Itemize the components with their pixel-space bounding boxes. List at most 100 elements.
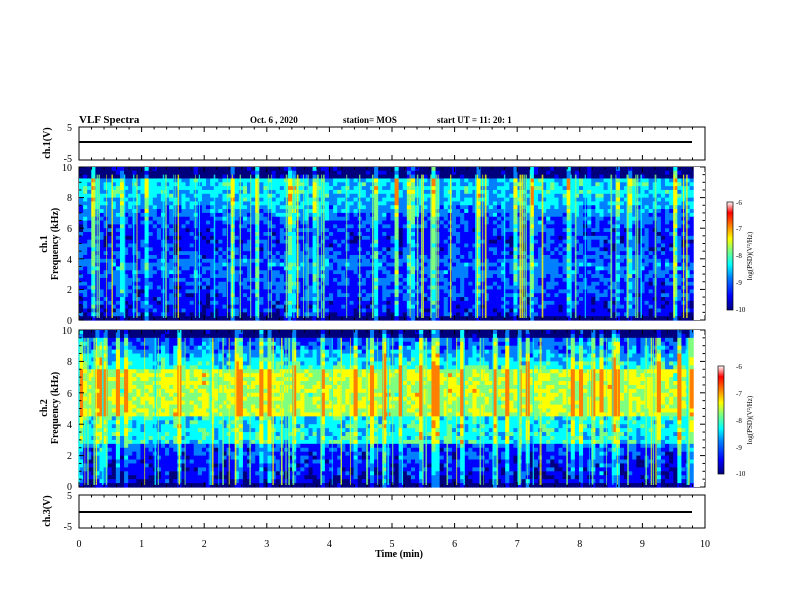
spectrogram-cell bbox=[243, 201, 248, 205]
spectrogram-cell bbox=[354, 255, 359, 259]
spectrogram-cell bbox=[276, 209, 281, 213]
spectrogram-cell bbox=[563, 247, 568, 251]
spectrogram-cell bbox=[309, 201, 314, 205]
spectrogram-cell bbox=[190, 182, 195, 186]
spectrogram-cell bbox=[145, 297, 150, 301]
spectrogram-cell bbox=[255, 251, 260, 255]
spectrogram-cell bbox=[513, 297, 518, 301]
spectrogram-cell bbox=[99, 198, 104, 202]
spectrogram-cell bbox=[255, 255, 260, 259]
spectrogram-cell bbox=[444, 221, 449, 225]
spectrogram-cell bbox=[464, 305, 469, 309]
spectrogram-cell bbox=[493, 312, 498, 316]
spectrogram-cell bbox=[386, 186, 391, 190]
spectrogram-cell bbox=[497, 301, 502, 305]
spectrogram-cell bbox=[83, 171, 88, 175]
spectrogram-cell bbox=[382, 190, 387, 194]
spectrogram-cell bbox=[99, 247, 104, 251]
spectrogram-cell bbox=[79, 182, 84, 186]
spectrogram-cell bbox=[235, 270, 240, 274]
spectrogram-cell bbox=[79, 297, 84, 301]
spectrogram-cell bbox=[280, 301, 285, 305]
spectrogram-cell bbox=[235, 205, 240, 209]
spectrogram-cell bbox=[145, 186, 150, 190]
spectrogram-cell bbox=[448, 167, 453, 171]
spectrogram-cell bbox=[284, 171, 289, 175]
spectrogram-cell bbox=[341, 293, 346, 297]
spectrogram-cell bbox=[538, 171, 543, 175]
spectrogram-cell bbox=[157, 301, 162, 305]
spectrogram-cell bbox=[329, 228, 334, 232]
spectrogram-cell bbox=[280, 282, 285, 286]
spectrogram-cell bbox=[513, 309, 518, 313]
spectrogram-cell bbox=[395, 236, 400, 240]
spectrogram-cell bbox=[186, 186, 191, 190]
spectrogram-cell bbox=[157, 213, 162, 217]
spectrogram-cell bbox=[313, 244, 318, 248]
spectrogram-cell bbox=[395, 186, 400, 190]
spectrogram-cell bbox=[227, 171, 232, 175]
spectrogram-cell bbox=[390, 213, 395, 217]
spectrogram-cell bbox=[345, 201, 350, 205]
spectrogram-cell bbox=[321, 171, 326, 175]
spectrogram-cell bbox=[132, 289, 137, 293]
spectrogram-cell bbox=[456, 274, 461, 278]
spectrogram-cell bbox=[128, 282, 133, 286]
spectrogram-cell bbox=[407, 209, 412, 213]
spectrogram-cell bbox=[99, 293, 104, 297]
spectrogram-cell bbox=[460, 255, 465, 259]
spectrogram-cell bbox=[309, 293, 314, 297]
spectrogram-cell bbox=[509, 213, 514, 217]
spectrogram-cell bbox=[218, 297, 223, 301]
spectrogram-cell bbox=[534, 232, 539, 236]
spectrogram-cell bbox=[87, 251, 92, 255]
spectrogram-cell bbox=[263, 247, 268, 251]
spectrogram-cell bbox=[493, 221, 498, 225]
spectrogram-cell bbox=[366, 186, 371, 190]
spectrogram-cell bbox=[444, 251, 449, 255]
spectrogram-cell bbox=[587, 201, 592, 205]
spectrogram-cell bbox=[194, 221, 199, 225]
spectrogram-cell bbox=[218, 178, 223, 182]
spectrogram-cell bbox=[472, 278, 477, 282]
spectrogram-cell bbox=[456, 209, 461, 213]
spectrogram-cell bbox=[222, 198, 227, 202]
spectrogram-cell bbox=[239, 213, 244, 217]
spectrogram-cell bbox=[206, 198, 211, 202]
spectrogram-cell bbox=[87, 301, 92, 305]
spectrogram-cell bbox=[255, 194, 260, 198]
spectrogram-cell bbox=[194, 240, 199, 244]
spectrogram-cell bbox=[345, 221, 350, 225]
spectrogram-cell bbox=[325, 251, 330, 255]
spectrogram-cell bbox=[403, 209, 408, 213]
spectrogram-cell bbox=[116, 213, 121, 217]
spectrogram-cell bbox=[149, 236, 154, 240]
spectrogram-cell bbox=[386, 289, 391, 293]
spectrogram-cell bbox=[489, 316, 494, 320]
spectrogram-cell bbox=[222, 194, 227, 198]
spectrogram-cell bbox=[399, 190, 404, 194]
spectrogram-cell bbox=[313, 289, 318, 293]
spectrogram-cell bbox=[493, 293, 498, 297]
spectrogram-cell bbox=[255, 201, 260, 205]
spectrogram-cell bbox=[235, 305, 240, 309]
spectrogram-cell bbox=[485, 171, 490, 175]
spectrogram-cell bbox=[79, 167, 84, 171]
spectrogram-cell bbox=[231, 167, 236, 171]
spectrogram-cell bbox=[358, 167, 363, 171]
spectrogram-cell bbox=[181, 190, 186, 194]
spectrogram-cell bbox=[83, 178, 88, 182]
spectrogram-cell bbox=[374, 171, 379, 175]
spectrogram-cell bbox=[423, 182, 428, 186]
spectrogram-cell bbox=[522, 171, 527, 175]
spectrogram-cell bbox=[140, 309, 145, 313]
spectrogram-cell bbox=[263, 175, 268, 179]
spectrogram-cell bbox=[403, 312, 408, 316]
spectrogram-cell bbox=[558, 236, 563, 240]
spectrogram-cell bbox=[87, 263, 92, 267]
spectrogram-cell bbox=[251, 240, 256, 244]
spectrogram-cell bbox=[546, 297, 551, 301]
spectrogram-cell bbox=[505, 297, 510, 301]
spectrogram-cell bbox=[493, 240, 498, 244]
spectrogram-cell bbox=[194, 247, 199, 251]
